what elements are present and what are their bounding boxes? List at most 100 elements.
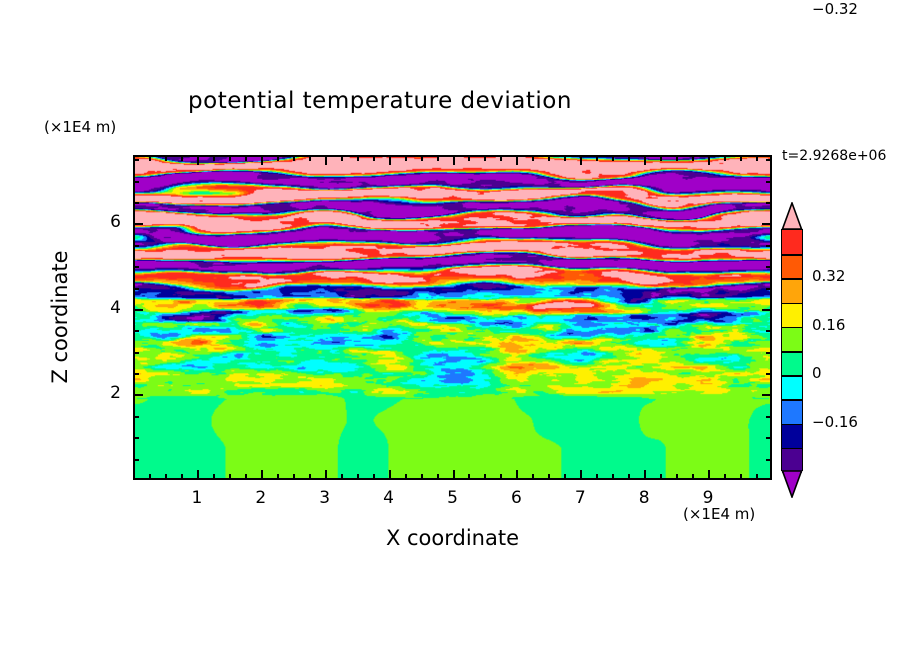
tick-mark [293, 474, 295, 479]
colorbar-separator [782, 375, 802, 377]
tick-mark [762, 223, 771, 225]
tick-mark [149, 474, 151, 479]
tick-mark [766, 266, 771, 268]
tick-mark [708, 156, 710, 165]
tick-mark [213, 156, 215, 161]
tick-mark [357, 474, 359, 479]
tick-mark [766, 352, 771, 354]
tick-mark [134, 288, 139, 290]
colorbar-separator [782, 254, 802, 256]
tick-mark [766, 437, 771, 439]
tick-mark [628, 156, 630, 161]
tick-mark [453, 156, 455, 165]
tick-mark [309, 474, 311, 479]
tick-mark [580, 156, 582, 165]
y-tick-label: 4 [110, 297, 121, 318]
tick-mark [766, 245, 771, 247]
tick-mark [692, 156, 694, 161]
tick-mark [500, 156, 502, 161]
tick-mark [692, 474, 694, 479]
tick-mark [325, 470, 327, 479]
tick-mark [766, 181, 771, 183]
colorbar-band [782, 278, 802, 304]
tick-mark [134, 309, 143, 311]
tick-mark [357, 156, 359, 161]
tick-mark [134, 181, 139, 183]
contour-field [135, 157, 770, 478]
tick-mark [245, 474, 247, 479]
x-axis-unit-label: (×1E4 m) [683, 505, 756, 523]
colorbar-band [782, 399, 802, 425]
tick-mark [389, 156, 391, 165]
x-tick-label: 5 [447, 488, 458, 508]
colorbar-band [782, 326, 802, 352]
colorbar-band [782, 230, 802, 255]
tick-mark [134, 437, 139, 439]
tick-mark [245, 156, 247, 161]
x-tick-label: 7 [574, 488, 586, 508]
tick-mark [309, 156, 311, 161]
tick-mark [405, 156, 407, 161]
tick-mark [532, 156, 534, 161]
tick-mark [293, 156, 295, 161]
tick-mark [165, 474, 167, 479]
tick-mark [644, 470, 646, 479]
tick-mark [277, 474, 279, 479]
tick-mark [766, 416, 771, 418]
y-axis-unit-label: (×1E4 m) [44, 118, 117, 136]
tick-mark [421, 156, 423, 161]
tick-mark [437, 156, 439, 161]
colorbar-separator [782, 423, 802, 426]
tick-mark [134, 330, 139, 332]
y-tick-label: 2 [110, 383, 121, 404]
tick-mark [149, 156, 151, 161]
x-axis-label: X coordinate [385, 526, 520, 550]
tick-mark [213, 474, 215, 479]
tick-mark [740, 156, 742, 161]
tick-mark [660, 156, 662, 161]
tick-mark [532, 474, 534, 479]
x-tick-label: 4 [383, 488, 394, 508]
colorbar-band [782, 447, 802, 473]
tick-mark [165, 156, 167, 161]
tick-mark [373, 156, 375, 161]
colorbar-band [782, 375, 802, 400]
tick-mark [134, 202, 139, 204]
tick-mark [181, 156, 183, 161]
tick-mark [766, 159, 771, 161]
tick-mark [580, 470, 582, 479]
tick-mark [766, 330, 771, 332]
tick-mark [660, 474, 662, 479]
tick-mark [756, 474, 758, 479]
colorbar-tick-label: 0.16 [812, 315, 846, 334]
tick-mark [762, 309, 771, 311]
y-axis-label: Z coordinate [48, 250, 72, 384]
tick-mark [564, 156, 566, 161]
tick-mark [612, 156, 614, 161]
tick-mark [676, 156, 678, 161]
tick-mark [548, 156, 550, 161]
tick-mark [134, 394, 143, 396]
tick-mark [612, 474, 614, 479]
colorbar-band [782, 423, 802, 449]
tick-mark [500, 474, 502, 479]
tick-mark [468, 156, 470, 161]
colorbar-cap-top [781, 200, 803, 230]
tick-mark [766, 202, 771, 204]
tick-mark [708, 470, 710, 479]
colorbar-tick-label: −0.32 [812, 0, 858, 18]
colorbar-separator [782, 278, 802, 280]
colorbar-separator [782, 326, 802, 329]
x-tick-label: 8 [638, 488, 650, 508]
x-tick-label: 3 [319, 488, 331, 508]
tick-mark [261, 470, 263, 479]
tick-mark [341, 156, 343, 161]
tick-mark [484, 156, 486, 161]
tick-mark [134, 245, 139, 247]
y-tick-label: 6 [110, 212, 121, 233]
tick-mark [724, 156, 726, 161]
tick-mark [437, 474, 439, 479]
plot-area [133, 155, 772, 480]
tick-mark [596, 156, 598, 161]
